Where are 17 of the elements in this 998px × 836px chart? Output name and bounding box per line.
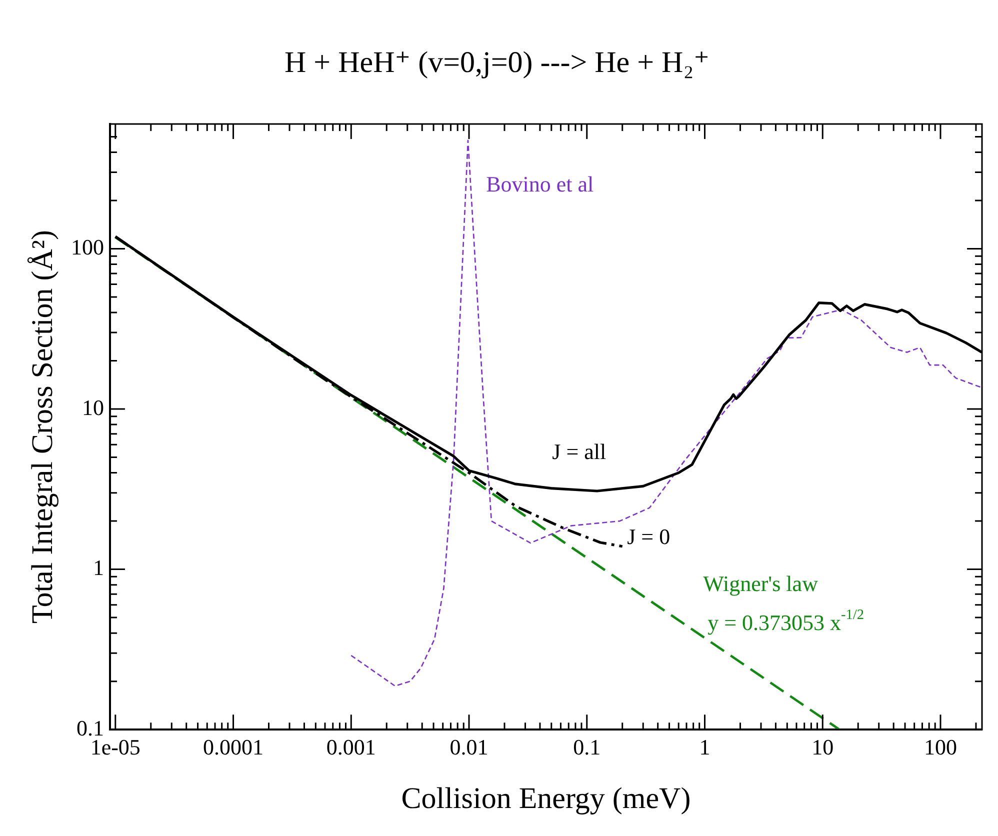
x-tick-label: 0.001 (326, 734, 376, 760)
x-tick-label: 100 (924, 734, 957, 760)
x-tick-label: 1 (699, 734, 710, 760)
x-tick-label: 0.01 (450, 734, 488, 760)
x-axis-title: Collision Energy (meV) (401, 782, 691, 815)
y-tick-label: 100 (71, 234, 104, 260)
x-tick-label: 0.0001 (203, 734, 264, 760)
series-label: Bovino et al (486, 172, 594, 197)
x-tick-label: 0.1 (573, 734, 601, 760)
series-label: Wigner's law (703, 571, 818, 596)
y-axis-title: Total Integral Cross Section (Å²) (26, 230, 59, 624)
y-tick-label: 1 (93, 555, 104, 580)
chart-title: H + HeH⁺ (v=0,j=0) ---> He + H₂⁺ (284, 46, 710, 79)
y-tick-label: 10 (82, 394, 104, 420)
x-tick-label: 10 (812, 734, 834, 760)
series-label: J = all (552, 439, 606, 464)
series-label: J = 0 (627, 524, 670, 550)
